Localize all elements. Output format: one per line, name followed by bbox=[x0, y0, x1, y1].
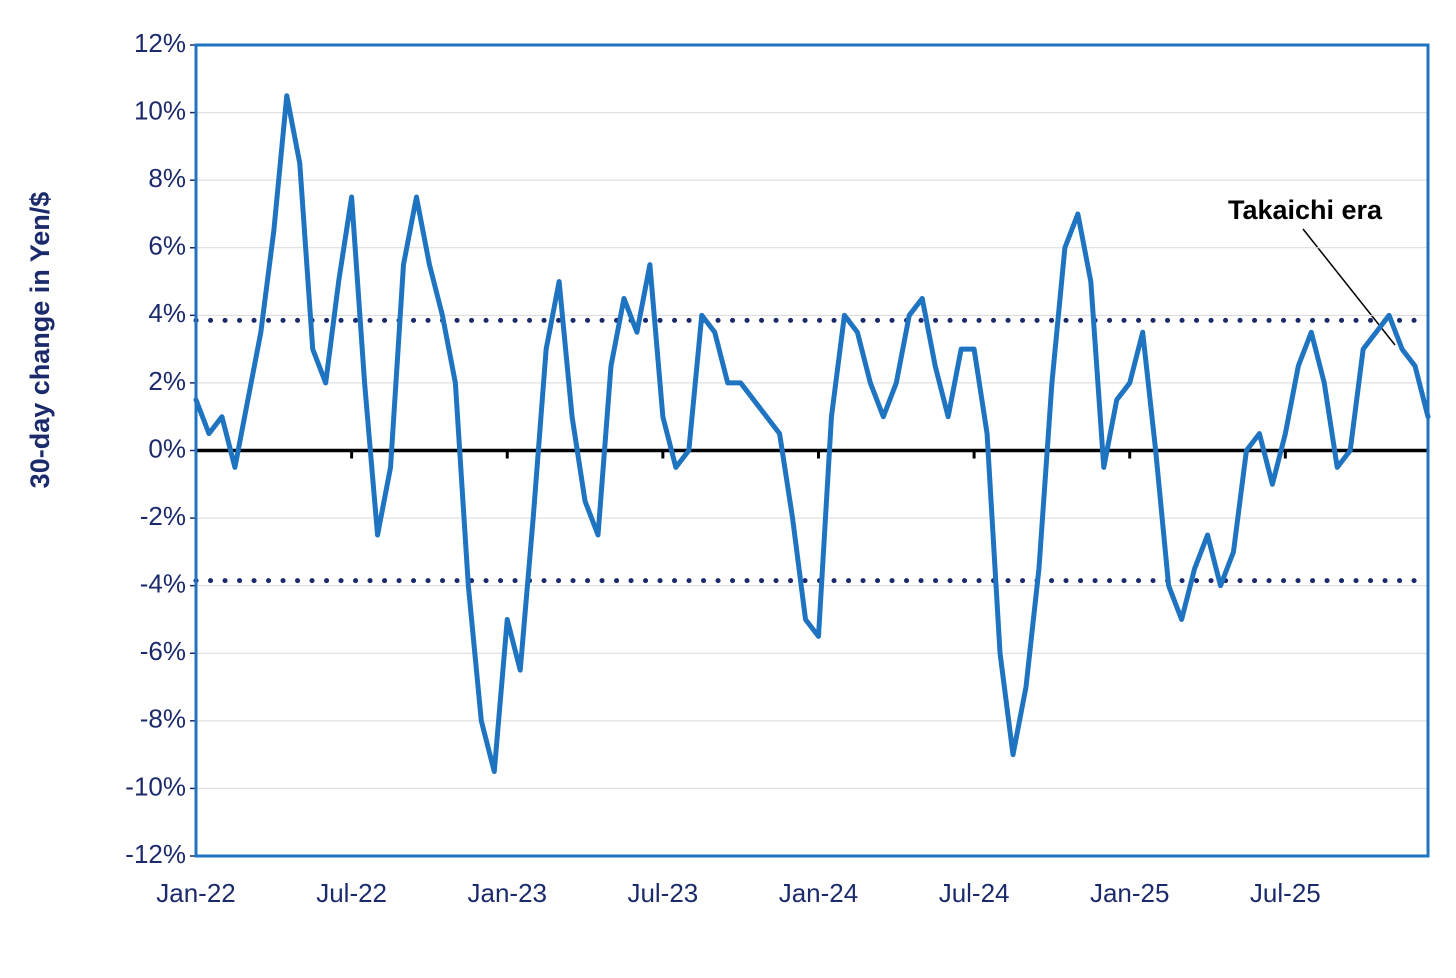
x-tick-label: Jul-23 bbox=[627, 878, 698, 908]
y-tick-label: -6% bbox=[140, 636, 186, 666]
y-tick-label: 2% bbox=[148, 366, 186, 396]
x-tick-label: Jan-22 bbox=[156, 878, 236, 908]
x-tick-label: Jul-25 bbox=[1250, 878, 1321, 908]
x-tick-label: Jan-24 bbox=[779, 878, 859, 908]
x-tick-label: Jan-23 bbox=[467, 878, 547, 908]
y-tick-label: 8% bbox=[148, 163, 186, 193]
plot-border bbox=[194, 43, 1430, 858]
y-tick-label: -10% bbox=[125, 771, 186, 801]
y-axis-title: 30-day change in Yen/$ bbox=[25, 192, 55, 489]
y-tick-label: -4% bbox=[140, 569, 186, 599]
y-tick-label: 6% bbox=[148, 231, 186, 261]
y-tick-label: 4% bbox=[148, 298, 186, 328]
x-tick-label: Jan-25 bbox=[1090, 878, 1170, 908]
x-tick-label: Jul-22 bbox=[316, 878, 387, 908]
y-tick-label: 0% bbox=[148, 433, 186, 463]
series-line bbox=[193, 93, 1431, 775]
annotation: Takaichi era bbox=[1228, 195, 1383, 225]
x-tick-label: Jul-24 bbox=[939, 878, 1010, 908]
y-tick-label: 10% bbox=[134, 95, 186, 125]
y-tick-label: 12% bbox=[134, 28, 186, 58]
y-tick-label: -8% bbox=[140, 704, 186, 734]
y-tick-label: -12% bbox=[125, 839, 186, 869]
y-tick-label: -2% bbox=[140, 501, 186, 531]
